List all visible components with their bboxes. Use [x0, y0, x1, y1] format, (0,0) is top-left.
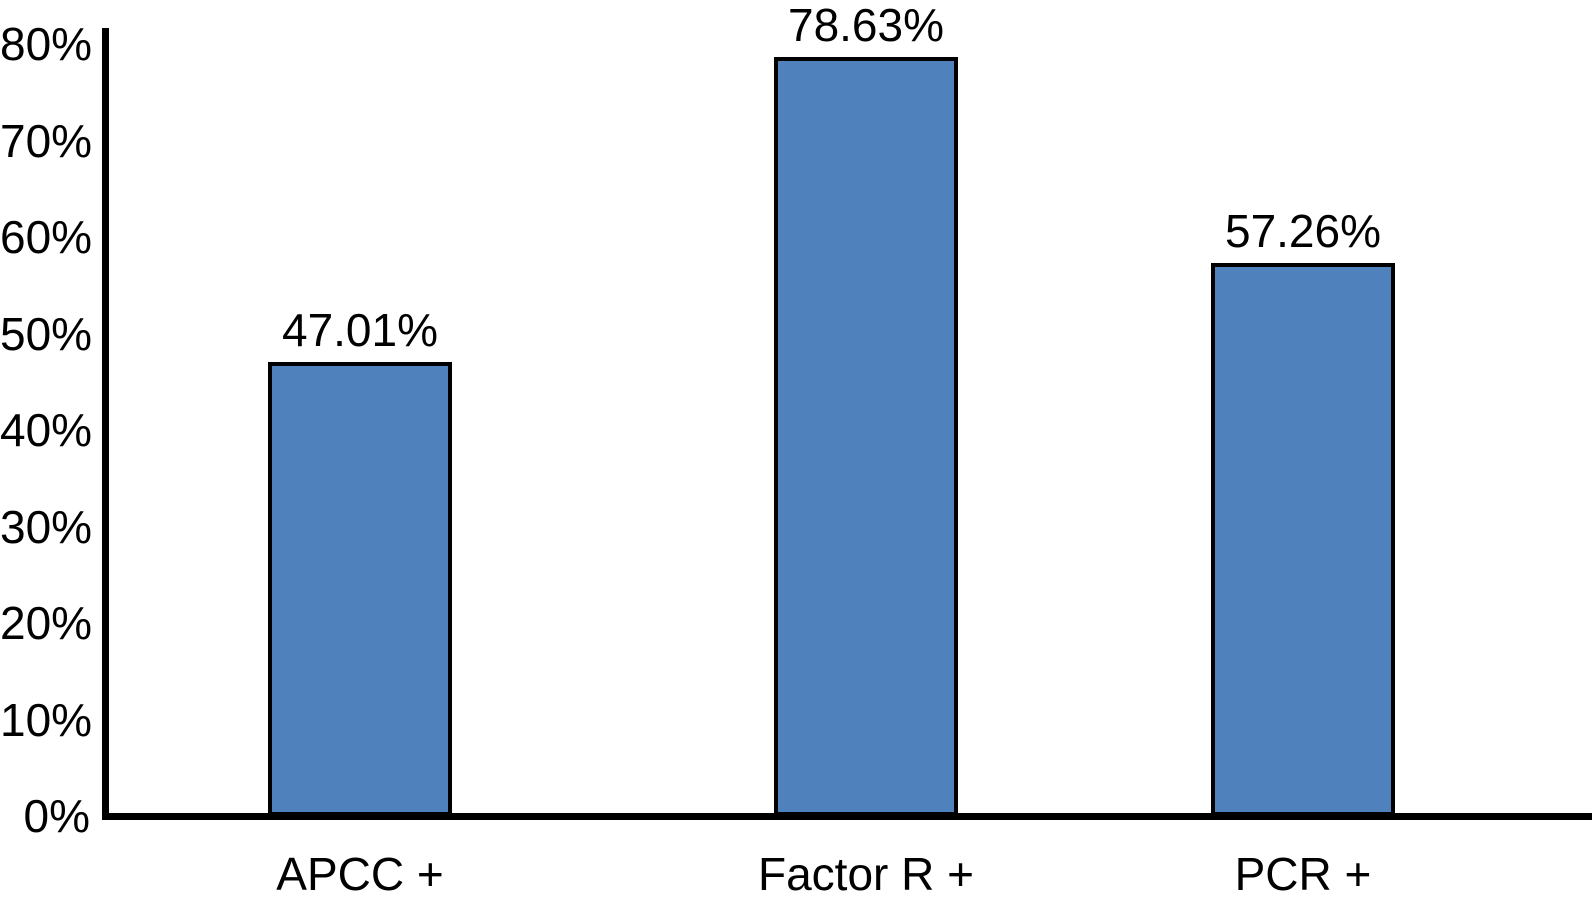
y-tick-label: 80%: [0, 18, 93, 70]
x-category-label: APCC +: [276, 848, 444, 900]
y-tick-label: 50%: [0, 307, 93, 360]
y-tick-label: 10%: [0, 693, 93, 746]
bar-value-label: 47.01%: [281, 304, 438, 357]
x-category-label: PCR +: [1234, 848, 1372, 900]
x-axis-line: [102, 812, 1592, 820]
bar-value-label: 78.63%: [787, 0, 944, 52]
bar-value-label: 57.26%: [1224, 205, 1381, 258]
y-tick-label: 0%: [23, 790, 90, 842]
bar: [774, 57, 958, 816]
y-tick-label: 20%: [0, 597, 93, 649]
y-axis-line: [102, 28, 109, 820]
bar: [1211, 263, 1395, 816]
x-category-label: Factor R +: [757, 848, 974, 900]
bar: [268, 362, 452, 816]
y-tick-label: 70%: [0, 114, 93, 167]
y-tick-label: 30%: [0, 500, 93, 553]
y-tick-label: 60%: [0, 211, 93, 263]
y-tick-label: 40%: [0, 404, 93, 456]
